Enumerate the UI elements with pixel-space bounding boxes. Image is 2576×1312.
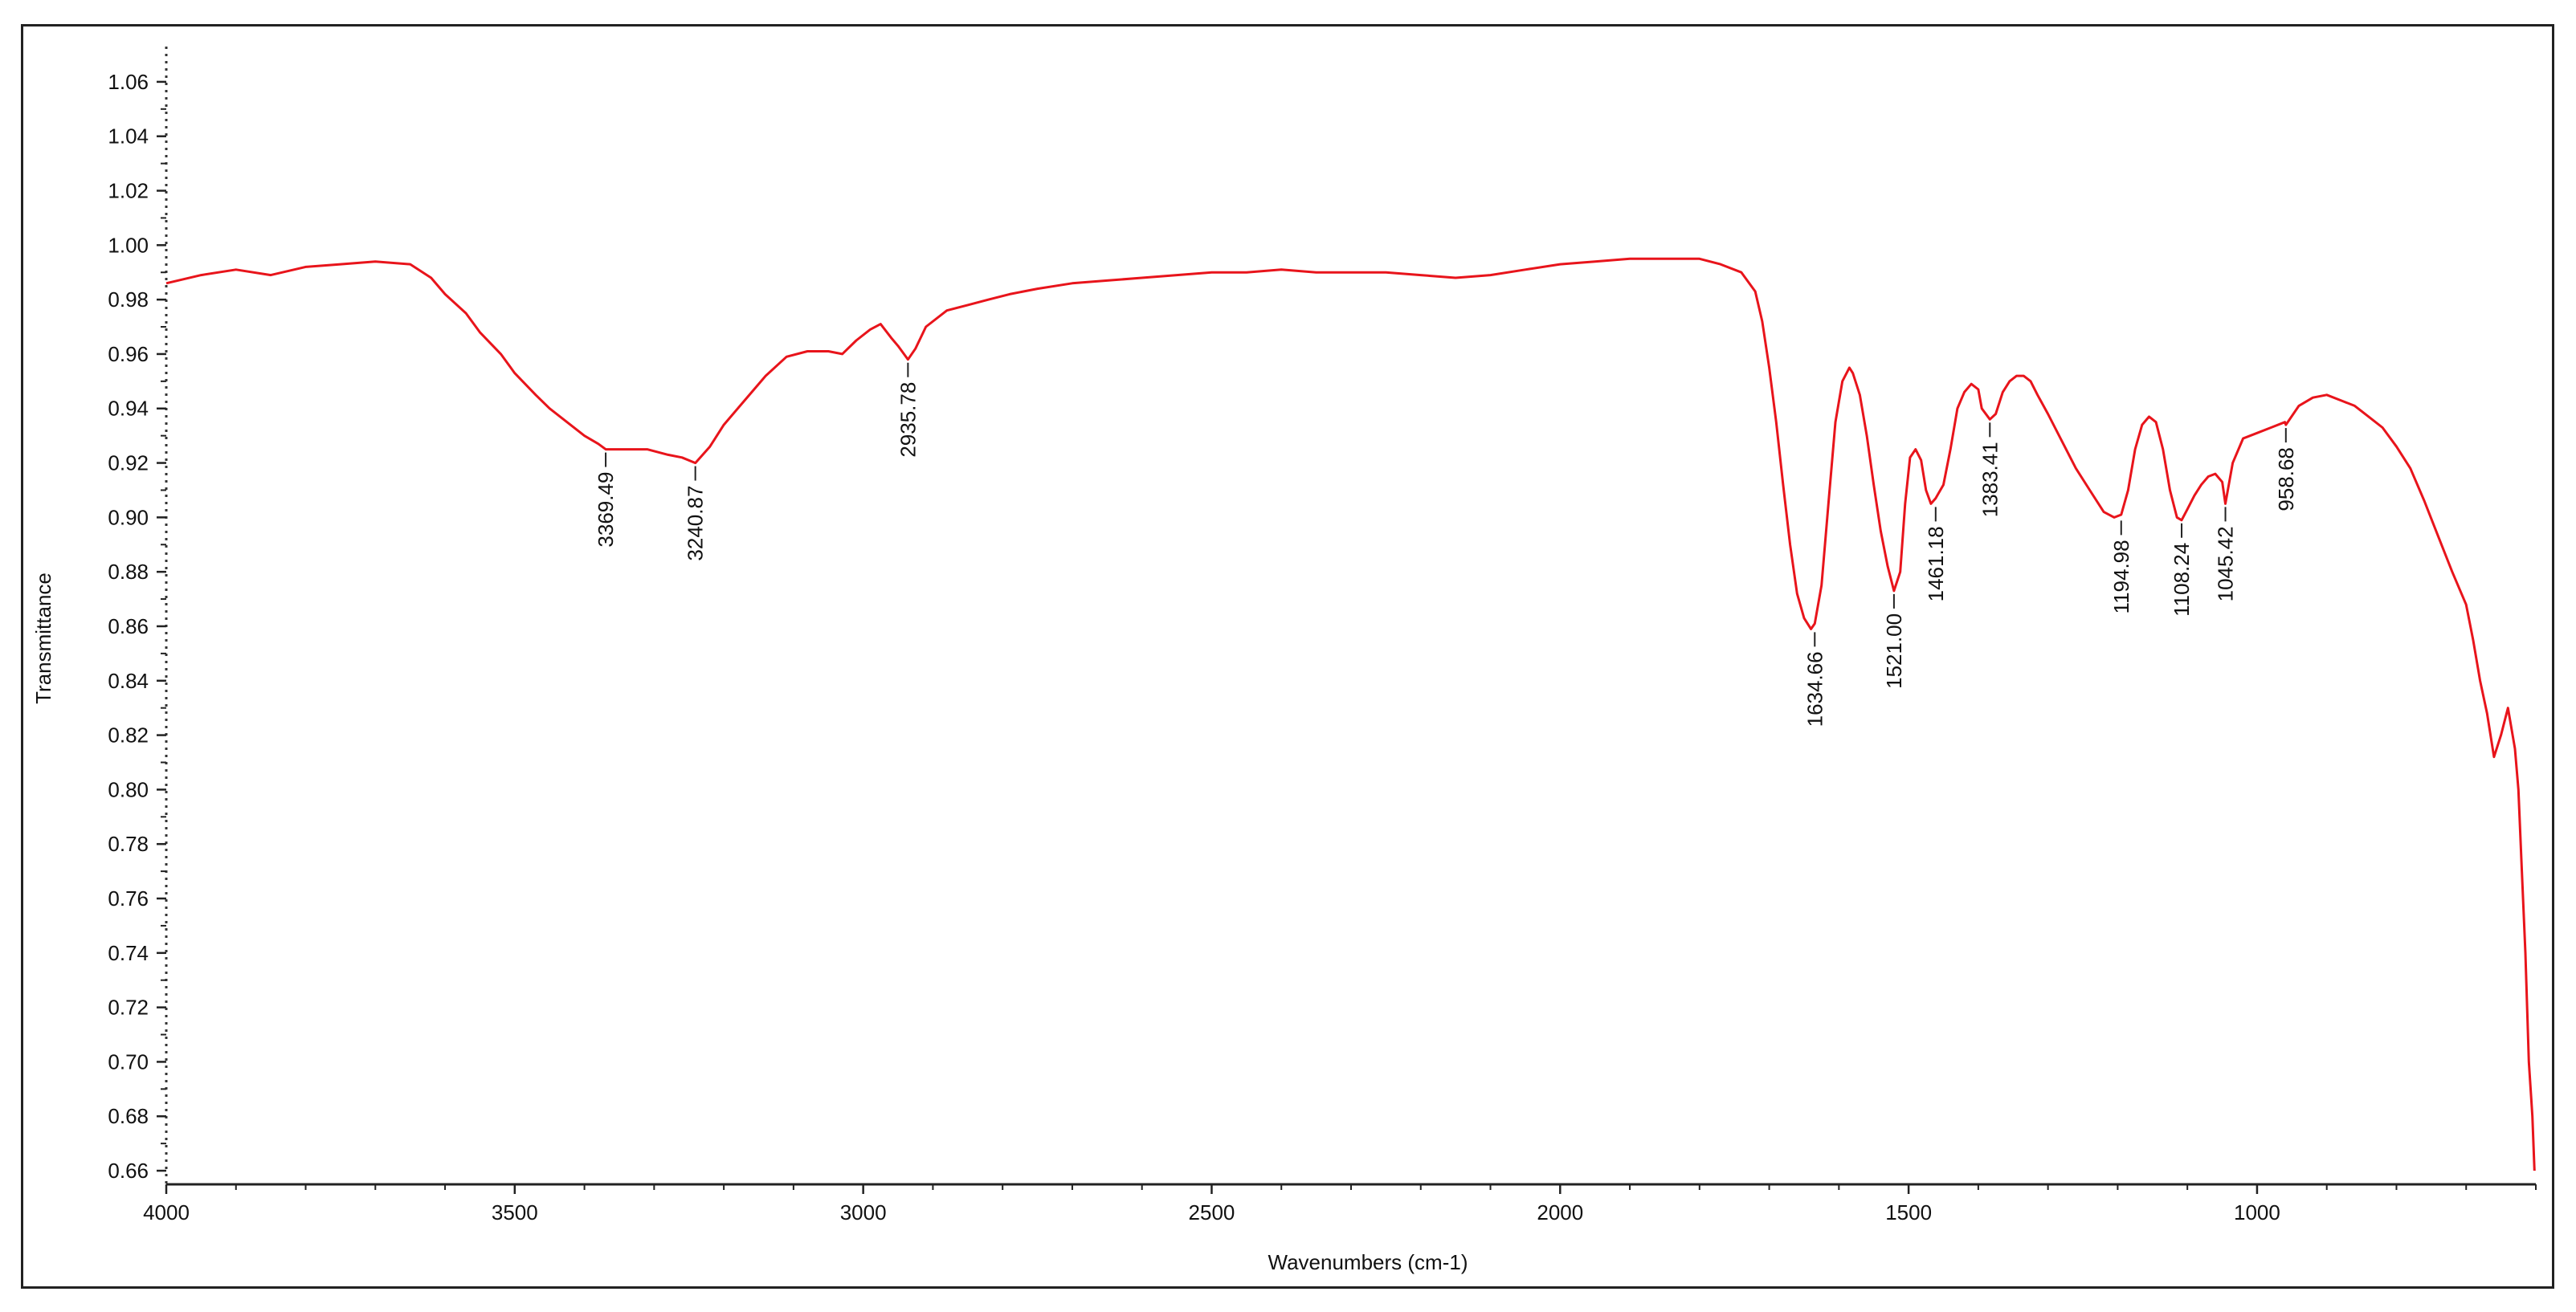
x-tick-label: 2000: [1537, 1200, 1583, 1224]
y-tick-label: 0.98: [108, 287, 149, 312]
y-tick-label: 0.72: [108, 996, 149, 1020]
y-tick-label: 0.82: [108, 723, 149, 748]
x-axis: 4000 3500 3000 2500 2000 1500 1000: [143, 1183, 2537, 1224]
y-tick-label: 0.80: [108, 777, 149, 801]
y-tick-label: 0.92: [108, 451, 149, 475]
y-tick-label: 1.02: [108, 179, 149, 203]
y-tick-label: 0.76: [108, 886, 149, 911]
y-tick-label: 0.84: [108, 669, 149, 693]
x-tick-label: 3000: [840, 1200, 887, 1224]
peak-label: 1461.18: [1924, 526, 1948, 601]
x-tick-label: 3500: [492, 1200, 538, 1224]
peak-label: 1194.98: [2109, 540, 2133, 613]
x-tick-label: 2500: [1189, 1200, 1235, 1224]
y-tick-label: 0.86: [108, 614, 149, 638]
x-tick-label: 1000: [2234, 1200, 2280, 1224]
x-tick-label: 4000: [143, 1200, 190, 1224]
x-axis-label: Wavenumbers (cm-1): [1268, 1250, 1468, 1274]
y-tick-label: 0.90: [108, 505, 149, 529]
y-tick-label: 0.88: [108, 560, 149, 584]
y-tick-label: 0.96: [108, 342, 149, 366]
peak-label: 1521.00: [1882, 613, 1906, 689]
series-layer: [165, 257, 2536, 1171]
peak-label: 2935.78: [896, 382, 920, 458]
y-tick-label: 1.06: [108, 70, 149, 94]
y-axis: 0.66 0.68 0.70 0.72 0.74 0.76 0.78 0.80 0.82 0.84…: [108, 47, 168, 1184]
y-tick-label: 1.00: [108, 233, 149, 257]
peak-label: 1045.42: [2214, 526, 2238, 601]
peak-label: 3369.49: [594, 472, 618, 548]
y-tick-label: 0.94: [108, 397, 149, 421]
peak-label: 1108.24: [2170, 543, 2194, 617]
peak-labels: 3369.49 3240.87 2935.78 1634.66 1521.00 1461.…: [594, 362, 2298, 727]
ftir-spectrum-chart: 0.66 0.68 0.70 0.72 0.74 0.76 0.78 0.80 0.82 0.84…: [31, 47, 2537, 1274]
y-axis-label: Transmittance: [31, 572, 55, 704]
x-tick-label: 1500: [1885, 1200, 1932, 1224]
chart-frame: 0.66 0.68 0.70 0.72 0.74 0.76 0.78 0.80 0.82 0.84…: [21, 24, 2554, 1289]
y-tick-label: 0.66: [108, 1159, 149, 1183]
peak-label: 958.68: [2274, 447, 2298, 511]
y-tick-label: 0.70: [108, 1049, 149, 1074]
y-tick-label: 0.68: [108, 1104, 149, 1128]
spectrum-line: [165, 257, 2536, 1171]
peak-label: 1383.41: [1978, 442, 2002, 517]
peak-label: 1634.66: [1802, 651, 1827, 727]
y-tick-label: 1.04: [108, 124, 149, 149]
peak-label: 3240.87: [684, 486, 708, 561]
y-tick-label: 0.78: [108, 832, 149, 856]
y-tick-label: 0.74: [108, 941, 149, 965]
